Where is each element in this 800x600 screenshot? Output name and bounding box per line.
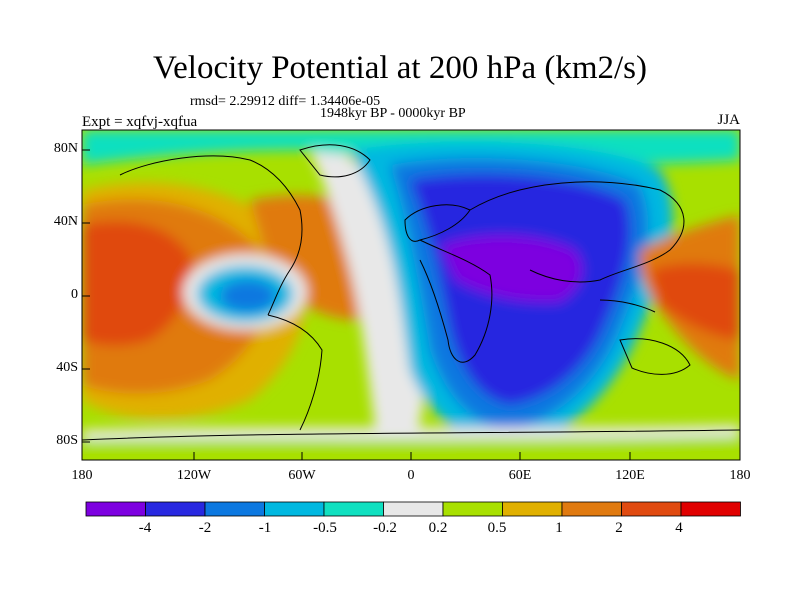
colorbar-label: -1 [258,520,272,536]
colorbar-label: 0.5 [487,520,507,536]
colorbar-swatch [145,501,206,517]
colorbar-swatch [621,501,682,517]
lon-label-180w: 180 [71,468,93,483]
colorbar-label: 4 [675,520,683,536]
lat-label-40s: 40S [56,360,78,375]
colorbar-swatch [85,501,146,517]
lat-label-40n: 40N [53,214,78,229]
colorbar-label: -0.2 [373,520,397,536]
coastlines [82,144,740,441]
colorbar-swatch [383,501,444,517]
colorbar-label: -4 [138,520,152,536]
lat-label-80n: 80N [53,141,78,156]
colorbar-label: -2 [198,520,212,536]
colorbar-swatch [204,501,265,517]
season-label: JJA [717,112,740,128]
velocity-potential-field [82,130,740,460]
colorbar-swatch [502,501,563,517]
map-title: Velocity Potential at 200 hPa (km2/s) [152,50,648,86]
lon-label-120w: 120W [176,468,212,483]
rmsd-diff-stats: rmsd= 2.29912 diff= 1.34406e-05 [190,94,381,109]
colorbar [85,501,741,517]
lon-label-60e: 60E [508,468,532,483]
lon-label-0: 0 [407,468,415,483]
axis-ticks [82,149,631,460]
lon-label-60w: 60W [288,468,316,483]
experiment-label: Expt = xqfvj-xqfua [82,114,198,130]
colorbar-label: 2 [615,520,623,536]
lat-label-80s: 80S [56,433,78,448]
colorbar-label: 1 [555,520,563,536]
colorbar-swatch [680,501,741,517]
colorbar-label: 0.2 [428,520,448,536]
lat-label-equator: 0 [71,287,78,302]
colorbar-label: -0.5 [313,520,337,536]
colorbar-swatch [442,501,503,517]
colorbar-swatch [323,501,384,517]
colorbar-swatch [561,501,622,517]
colorbar-swatch [264,501,325,517]
lon-label-120e: 120E [615,468,645,483]
time-period-label: 1948kyr BP - 0000kyr BP [320,106,466,121]
lon-label-180e: 180 [729,468,751,483]
